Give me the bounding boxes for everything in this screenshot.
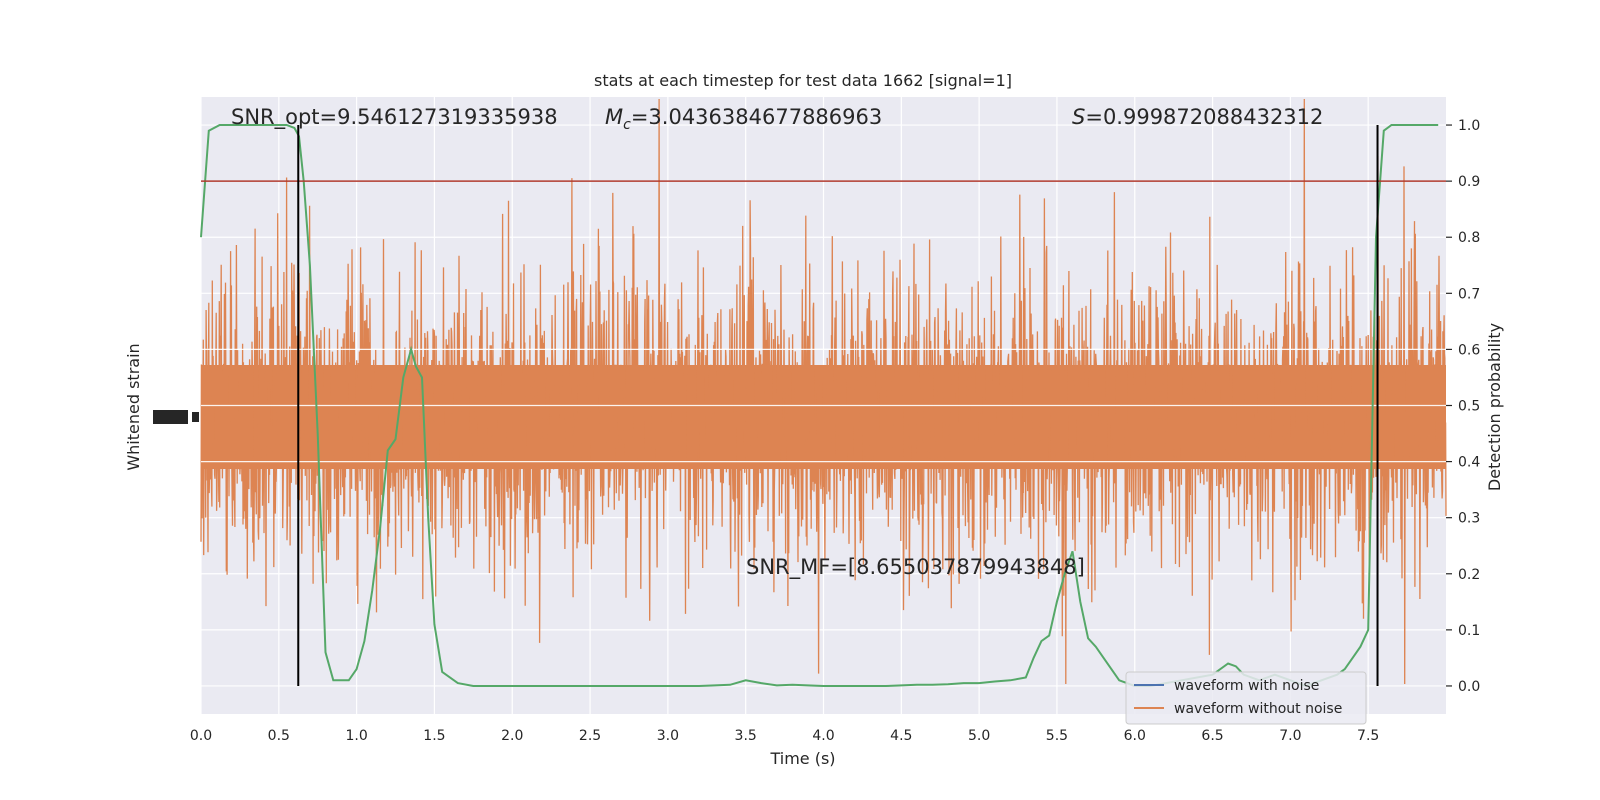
right-y-axis-ticks: 0.0 0.1 0.2 0.3 0.4 0.5 0.6 0.7 0.8 0.9 1.0: [1446, 118, 1480, 695]
chirp-mass-symbol: M: [605, 105, 623, 129]
left-y-axis-ticks-overlap: [153, 410, 199, 424]
left-tick-label-cluster: [153, 410, 188, 424]
legend-box: [1125, 671, 1367, 725]
left-y-axis-label: Whitened strain: [124, 343, 143, 470]
right-y-tick-label: 0.8: [1458, 230, 1480, 246]
x-tick-label: 1.0: [345, 728, 367, 744]
x-tick-label: 5.5: [1046, 728, 1068, 744]
right-y-tick-label: 0.4: [1458, 455, 1480, 471]
right-y-axis-label: Detection probability: [1485, 323, 1504, 491]
spin-annotation: S=0.999872088432312: [1072, 105, 1323, 129]
chirp-mass-value: =3.0436384677886963: [631, 105, 882, 129]
x-tick-label: 2.5: [579, 728, 601, 744]
right-y-tick-label: 0.1: [1458, 623, 1480, 639]
waveform-without-noise-series: [200, 98, 1447, 685]
x-tick-label: 5.0: [968, 728, 990, 744]
snr-opt-annotation: SNR_opt=9.546127319335938: [231, 105, 558, 130]
right-y-tick-label: 0.2: [1458, 567, 1480, 583]
chirp-mass-annotation: Mc=3.0436384677886963: [605, 105, 882, 133]
x-tick-label: 7.0: [1279, 728, 1301, 744]
waveform-without-noise-line: [200, 98, 1447, 685]
x-tick-label: 4.5: [890, 728, 912, 744]
x-tick-label: 0.5: [268, 728, 290, 744]
right-y-tick-label: 0.3: [1458, 511, 1480, 527]
x-tick-label: 6.5: [1201, 728, 1223, 744]
spin-value: =0.999872088432312: [1085, 105, 1323, 129]
spin-symbol: S: [1072, 105, 1085, 129]
right-y-tick-label: 0.0: [1458, 679, 1480, 695]
chart-title: stats at each timestep for test data 166…: [594, 71, 1012, 90]
x-axis-ticks: 0.0 0.5 1.0 1.5 2.0 2.5 3.0 3.5 4.0 4.5 5.0 5.5 6.0 6…: [190, 728, 1379, 744]
x-tick-label: 0.0: [190, 728, 212, 744]
legend: waveform with noise waveform without noi…: [1125, 671, 1367, 725]
right-y-tick-label: 1.0: [1458, 118, 1480, 134]
x-tick-label: 6.0: [1124, 728, 1146, 744]
legend-label-with-noise: waveform with noise: [1174, 678, 1319, 694]
x-tick-label: 4.0: [812, 728, 834, 744]
right-y-tick-label: 0.9: [1458, 174, 1480, 190]
x-tick-label: 1.5: [423, 728, 445, 744]
right-y-tick-label: 0.7: [1458, 286, 1480, 302]
x-tick-label: 3.5: [735, 728, 757, 744]
x-tick-label: 7.5: [1357, 728, 1379, 744]
chirp-mass-subscript: c: [623, 117, 631, 133]
vertical-markers: [297, 125, 1379, 686]
legend-label-without-noise: waveform without noise: [1174, 701, 1342, 717]
left-tick-mark-cluster: [192, 412, 199, 422]
x-tick-label: 2.0: [501, 728, 523, 744]
x-tick-label: 3.0: [657, 728, 679, 744]
snr-mf-annotation: SNR_MF=[8.655037879943848]: [746, 555, 1085, 580]
x-axis-label: Time (s): [769, 749, 835, 768]
right-y-tick-label: 0.5: [1458, 399, 1480, 415]
right-y-tick-label: 0.6: [1458, 342, 1480, 358]
